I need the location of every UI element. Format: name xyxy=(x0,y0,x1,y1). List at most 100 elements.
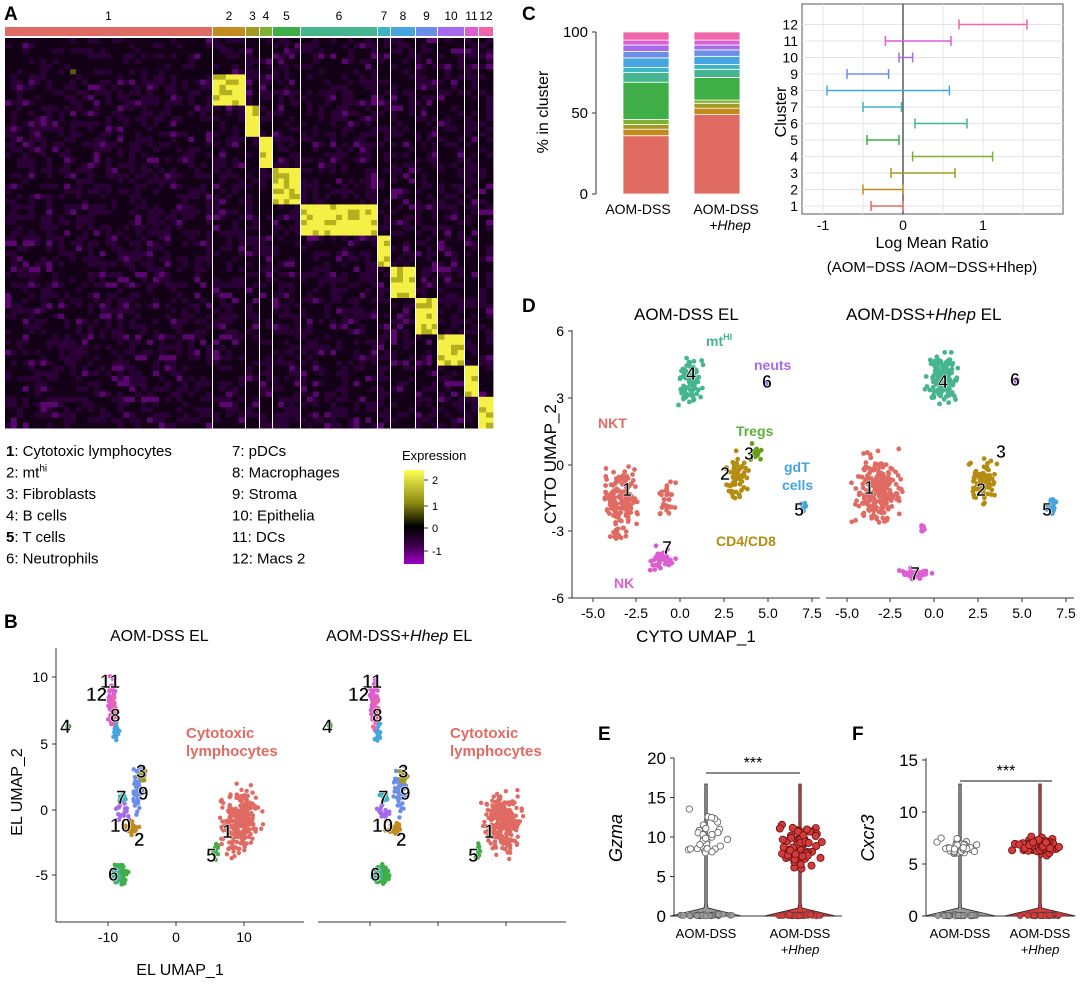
heatmap-cell xyxy=(409,126,416,133)
heatmap-cell xyxy=(164,313,171,320)
heatmap-cell xyxy=(64,334,71,341)
heatmap-cell xyxy=(232,157,239,164)
heatmap-cell xyxy=(306,308,313,315)
heatmap-cell xyxy=(431,266,438,273)
heatmap-cell xyxy=(451,287,458,294)
heatmap-cell xyxy=(289,272,295,278)
heatmap-cell xyxy=(431,58,438,65)
heatmap-cell xyxy=(105,287,112,294)
heatmap-cell xyxy=(117,329,124,335)
heatmap-cell xyxy=(365,256,372,263)
heatmap-cell xyxy=(324,69,331,75)
heatmap-cell xyxy=(146,183,154,190)
heatmap-cell xyxy=(46,194,53,200)
heatmap-cell xyxy=(64,308,71,315)
heatmap-cell xyxy=(200,308,207,315)
heatmap-cell xyxy=(301,194,308,200)
heatmap-cell xyxy=(164,74,171,81)
heatmap-cell xyxy=(246,157,253,164)
heatmap-cell xyxy=(176,344,183,351)
heatmap-cell xyxy=(330,126,337,133)
heatmap-cell xyxy=(170,79,177,86)
heatmap-cell xyxy=(294,256,301,263)
heatmap-cell xyxy=(176,58,183,65)
heatmap-cell xyxy=(465,308,472,315)
heatmap-cell xyxy=(409,204,416,211)
heatmap-cell xyxy=(312,142,319,148)
heatmap-cell xyxy=(117,298,124,304)
heatmap-cell xyxy=(22,220,29,226)
heatmap-cell xyxy=(99,168,106,174)
heatmap-cell xyxy=(283,318,290,325)
heatmap-cell xyxy=(246,142,253,148)
heatmap-cell xyxy=(451,105,458,112)
heatmap-cell xyxy=(471,204,479,211)
heatmap-cell xyxy=(16,131,24,138)
heatmap-cell xyxy=(273,282,279,289)
heatmap-cell xyxy=(465,157,472,164)
heatmap-cell xyxy=(479,38,487,44)
heatmap-cell xyxy=(266,355,273,361)
heatmap-cell xyxy=(301,90,308,96)
heatmap-cell xyxy=(246,266,253,273)
heatmap-cell xyxy=(324,38,331,44)
heatmap-cell xyxy=(416,246,422,252)
heatmap-cell xyxy=(465,90,472,96)
heatmap-cell xyxy=(486,277,494,283)
heatmap-cell xyxy=(22,69,29,75)
heatmap-cell xyxy=(294,292,301,299)
heatmap-cell xyxy=(397,95,404,101)
heatmap-cell xyxy=(324,157,331,164)
heatmap-cell xyxy=(52,100,59,107)
heatmap-cell xyxy=(409,298,416,304)
heatmap-cell xyxy=(28,79,35,86)
heatmap-cell xyxy=(81,240,89,247)
heatmap-cell xyxy=(146,194,154,200)
heatmap-cell xyxy=(416,318,422,325)
heatmap-cell xyxy=(40,131,47,138)
heatmap-cell xyxy=(10,79,18,86)
heatmap-cell xyxy=(341,38,349,44)
heatmap-cell xyxy=(457,48,465,55)
heatmap-cell xyxy=(266,95,273,101)
heatmap-cell xyxy=(213,355,220,361)
heatmap-cell xyxy=(64,225,71,231)
heatmap-cell xyxy=(283,220,290,226)
heatmap-cell xyxy=(365,64,372,70)
heatmap-cell xyxy=(64,272,71,278)
heatmap-cell xyxy=(111,74,118,81)
heatmap-cell xyxy=(135,178,142,185)
heatmap-cell xyxy=(188,251,195,257)
heatmap-cell xyxy=(146,209,154,216)
heatmap-cell xyxy=(260,344,267,351)
heatmap-cell xyxy=(479,100,487,107)
heatmap-cell xyxy=(164,360,171,367)
heatmap-cell xyxy=(58,58,65,65)
heatmap-cell xyxy=(146,152,154,159)
heatmap-cell xyxy=(152,209,160,216)
heatmap-cell xyxy=(10,209,18,216)
heatmap-cell xyxy=(99,84,106,91)
heatmap-cell xyxy=(93,131,100,138)
heatmap-cell xyxy=(371,58,378,65)
heatmap-cell xyxy=(318,334,325,341)
heatmap-cell xyxy=(330,303,337,309)
heatmap-cell xyxy=(117,318,124,325)
heatmap-cell xyxy=(129,84,136,91)
heatmap-cell xyxy=(397,90,404,96)
heatmap-cell xyxy=(170,230,177,237)
heatmap-cell xyxy=(347,64,354,70)
heatmap-cell xyxy=(457,324,465,330)
heatmap-cell xyxy=(246,136,253,143)
heatmap-cell xyxy=(87,38,95,44)
heatmap-cell xyxy=(16,79,24,86)
heatmap-cell xyxy=(123,209,130,216)
heatmap-cell xyxy=(403,308,410,315)
heatmap-cell xyxy=(34,64,41,70)
heatmap-cell xyxy=(219,157,227,164)
heatmap-cell xyxy=(225,126,233,133)
heatmap-cell xyxy=(409,152,416,159)
heatmap-cell xyxy=(451,318,458,325)
heatmap-cell xyxy=(397,168,404,174)
heatmap-cell xyxy=(52,344,59,351)
